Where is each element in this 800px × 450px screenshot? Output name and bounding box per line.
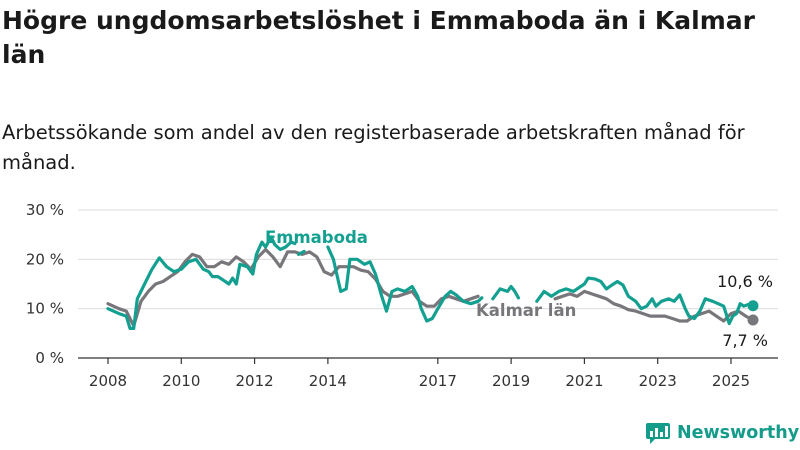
series-line-emmaboda [535,276,755,326]
series-label-kalmar: Kalmar län [476,301,576,320]
x-tick-label: 2008 [89,372,127,390]
end-label-emmaboda: 10,6 % [717,272,773,291]
series-labels: Emmaboda Kalmar län 10,6 % 7,7 % [265,228,773,350]
bar-chart-logo-icon [646,423,670,444]
line-chart: 0 % 10 % 20 % 30 % 2008 2010 2012 2014 2017 2019… [26,201,778,390]
x-tick-label: 2021 [565,372,603,390]
chart-subtitle: Arbetssökande som andel av den registerb… [2,121,745,174]
newsworthy-logo: Newsworthy [645,420,799,446]
series-label-emmaboda: Emmaboda [265,228,368,247]
x-tick-label: 2010 [162,372,200,390]
x-tick-label: 2023 [639,372,677,390]
y-tick-label: 20 % [26,250,64,268]
series-line-emmaboda [491,284,521,301]
x-tick-label: 2012 [235,372,273,390]
series-lines [106,235,759,330]
x-tick-label: 2017 [419,372,457,390]
end-point-kalmar [747,314,759,326]
brand-name: Newsworthy [677,423,800,443]
y-tick-label: 10 % [26,300,64,318]
grid-lines [78,209,778,310]
series-line-emmaboda [297,249,306,257]
x-tick-label: 2019 [492,372,530,390]
end-label-kalmar: 7,7 % [722,331,768,350]
y-tick-label: 0 % [35,349,64,367]
series-line-kalmar [553,289,755,323]
y-axis-ticks: 0 % 10 % 20 % 30 % [26,201,64,367]
y-tick-label: 30 % [26,201,64,219]
chart-title: Högre ungdomsarbetslöshet i Emmaboda än … [2,6,755,69]
series-line-emmaboda [326,245,484,323]
x-tick-label: 2014 [309,372,347,390]
x-tick-label: 2025 [712,372,750,390]
series-line-emmaboda [106,235,297,330]
x-axis: 2008 2010 2012 2014 2017 2019 2021 2023 2025 [78,357,778,390]
end-point-emmaboda [747,300,759,312]
